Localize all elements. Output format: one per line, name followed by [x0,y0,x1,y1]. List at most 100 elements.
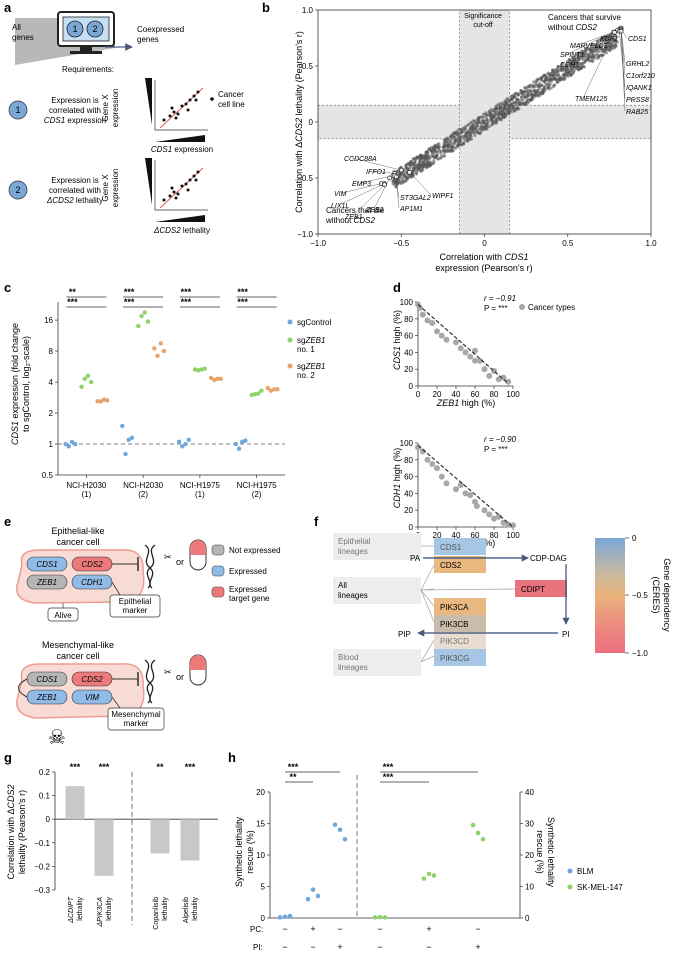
callout-line [373,170,395,174]
data-point [572,64,576,68]
data-point [526,97,530,101]
data-point [505,107,509,111]
data-point [104,398,110,403]
data-point [427,156,431,160]
data-point [473,134,477,138]
y-tick-label-left: 10 [256,851,265,860]
data-point [401,176,405,180]
pc-sign: + [426,924,431,934]
callout-line [582,32,615,99]
data-point [455,129,459,133]
data-point [505,521,512,528]
data-point [513,94,517,98]
data-point [550,71,554,75]
colorbar [595,538,625,653]
data-point [615,35,619,39]
data-point [500,113,504,117]
cbar-tick-1: −1.0 [632,649,648,658]
data-point [519,88,523,92]
data-point [446,137,450,141]
gene-label: ZEB2 [365,207,384,214]
sig-label: *** [237,287,248,297]
pi-sign: + [475,942,480,952]
data-point [400,181,404,185]
pi-sign: − [426,942,431,952]
data-point [507,99,511,103]
callout-line [373,177,390,210]
die-gene: CDS2 [354,216,376,225]
data-point [510,96,514,100]
survive-without: without [547,23,576,32]
die-without: without [325,216,354,225]
data-point [572,68,576,72]
data-point [569,65,573,69]
data-point [589,43,593,47]
scatter-d-top: 00 20 20 40 40 60 60 80 80 100 100 [400,298,521,399]
gene-label: KDF1 [600,36,618,43]
data-point [471,122,475,126]
data-point [155,353,160,359]
data-point [520,91,524,95]
req2-gene: ΔCDS2 [46,196,74,205]
req1-line3: CDS1 expression [44,116,106,125]
data-point [466,139,470,143]
data-point [419,448,426,455]
d-legend-text: Cancer types [528,303,575,312]
data-point [564,64,568,68]
data-point [564,69,568,73]
data-point [456,145,460,149]
data-point [507,112,511,116]
gene-label: MARVELD3 [570,43,608,50]
barplot-g: 0.20.10−0.1−0.2−0.3***ΔCDIPT lethality***… [34,762,218,930]
data-point [503,99,507,103]
data-point [120,423,125,429]
data-point [310,887,316,892]
d-legend-dot [519,304,525,310]
data-point [448,145,452,149]
panel-label-c: c [4,280,11,295]
x-tick-label: NCI-H2030 [66,481,107,490]
g-ylabel-pre: Correlation with Δ [6,808,16,879]
data-point [609,47,613,51]
data-point [126,437,131,442]
data-point [462,349,469,356]
gene-box-pik3cg [434,649,486,666]
data-point [474,126,478,130]
data-point [531,84,535,88]
data-point [484,124,488,128]
mini-dot [176,192,180,196]
data-point [457,137,461,141]
data-point [82,376,87,382]
data-point [272,387,277,392]
callout-line [567,28,620,55]
mini-dot [168,114,172,118]
y-tick-label-left: 15 [256,820,265,829]
sig-label: *** [185,762,196,772]
x-tick-label: 60 [471,390,480,399]
mini-dot [184,182,188,186]
data-point [305,896,311,902]
d-top-xlabel-post: high (%) [459,398,495,408]
data-point [405,176,409,180]
pc-sign: − [475,924,480,934]
panel-g: g 0.20.10−0.1−0.2−0.3***ΔCDIPT lethality*… [4,750,218,930]
pi-sign: − [282,942,287,952]
data-point [525,87,529,91]
data-point [516,103,520,107]
mes-marker-box [107,707,165,731]
data-point [481,112,485,116]
data-point [463,127,467,131]
metabolite-pi: PI [562,630,570,639]
data-point [424,456,431,463]
data-point [419,311,426,318]
data-point [393,181,397,185]
data-point [438,473,445,480]
data-point [595,49,599,53]
data-point [420,155,424,159]
legend-dot-zeb1-1 [287,337,293,343]
c-legend: sgControl sgZEB1 no. 1 sgZEB1 no. 2 [287,318,331,380]
gene-x-label-1a: Gene X [101,94,110,122]
mes-marker-2: marker [124,719,149,728]
data-point [435,145,439,149]
data-point [595,52,599,56]
